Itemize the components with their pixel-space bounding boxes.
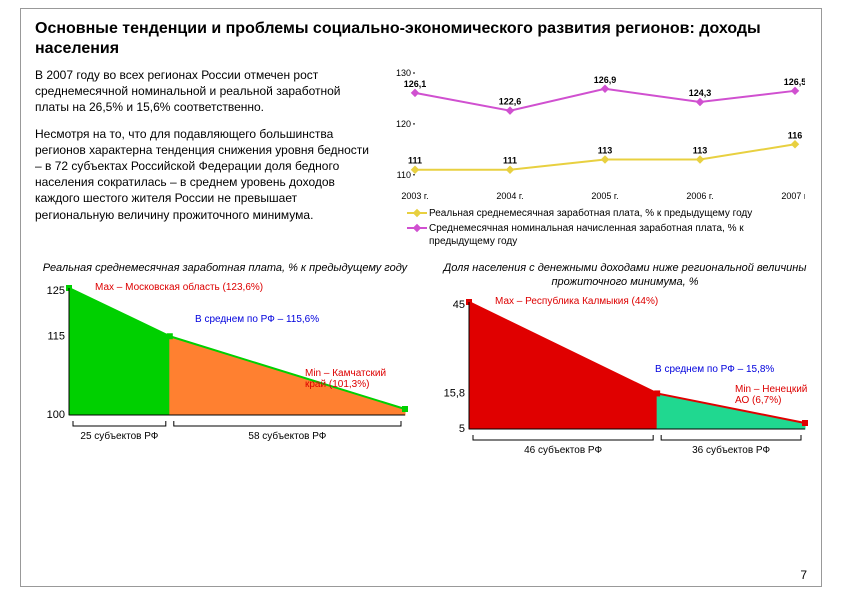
right-ann-min: Min – Ненецкий АО (6,7%) bbox=[735, 384, 815, 406]
legend-marker-2 bbox=[405, 222, 429, 234]
left-ann-max: Мах – Московская область (123,6%) bbox=[95, 282, 263, 293]
left-ann-avg: В среднем по РФ – 115,6% bbox=[195, 314, 319, 325]
svg-text:126,9: 126,9 bbox=[594, 75, 617, 85]
svg-text:130: 130 bbox=[396, 68, 411, 78]
left-area-svg: 100 115 125 25 субъектов РФ 58 субъектов РФ bbox=[35, 280, 415, 445]
svg-text:15,8: 15,8 bbox=[444, 387, 465, 399]
left-ann-min: Min – Камчатский край (101,3%) bbox=[305, 368, 405, 390]
svg-text:2004 г.: 2004 г. bbox=[496, 191, 523, 201]
svg-text:2003 г.: 2003 г. bbox=[401, 191, 428, 201]
top-line-chart: 110 120 130 2003 г. 2004 г. 2005 г. 2006 г. 200… bbox=[385, 67, 807, 250]
legend-marker-1 bbox=[405, 207, 429, 219]
svg-text:5: 5 bbox=[459, 423, 465, 435]
right-area-title: Доля населения с денежными доходами ниже… bbox=[435, 262, 815, 290]
legend-label-1: Реальная среднемесячная заработная плата… bbox=[429, 207, 752, 220]
svg-text:111: 111 bbox=[408, 156, 422, 166]
bottom-row: Реальная среднемесячная заработная плата… bbox=[35, 256, 807, 459]
svg-text:116: 116 bbox=[788, 130, 803, 140]
svg-text:113: 113 bbox=[598, 146, 613, 156]
svg-text:46 субъектов РФ: 46 субъектов РФ bbox=[524, 444, 602, 456]
svg-text:124,3: 124,3 bbox=[689, 88, 712, 98]
left-area-chart: Реальная среднемесячная заработная плата… bbox=[35, 256, 415, 459]
top-chart-legend: Реальная среднемесячная заработная плата… bbox=[385, 207, 807, 248]
slide-title: Основные тенденции и проблемы социально-… bbox=[35, 19, 807, 59]
svg-text:126,1: 126,1 bbox=[404, 79, 427, 89]
right-area-svg: 5 15,8 45 46 субъектов РФ 36 субъектов РФ bbox=[435, 294, 815, 459]
svg-text:126,5: 126,5 bbox=[784, 77, 805, 87]
svg-text:122,6: 122,6 bbox=[499, 97, 522, 107]
svg-text:125: 125 bbox=[47, 285, 65, 297]
right-ann-avg: В среднем по РФ – 15,8% bbox=[655, 364, 774, 375]
svg-text:2007 г.: 2007 г. bbox=[781, 191, 805, 201]
svg-text:58 субъектов РФ: 58 субъектов РФ bbox=[248, 430, 326, 442]
legend-label-2: Среднемесячная номинальная начисленная з… bbox=[429, 222, 807, 248]
svg-text:111: 111 bbox=[503, 156, 517, 166]
svg-text:100: 100 bbox=[47, 409, 65, 421]
legend-item-2: Среднемесячная номинальная начисленная з… bbox=[405, 222, 807, 248]
page-number: 7 bbox=[800, 568, 807, 582]
svg-text:36 субъектов РФ: 36 субъектов РФ bbox=[692, 444, 770, 456]
svg-text:115: 115 bbox=[47, 330, 65, 342]
right-ann-max: Мах – Республика Калмыкия (44%) bbox=[495, 296, 658, 307]
slide-frame: Основные тенденции и проблемы социально-… bbox=[20, 8, 822, 587]
svg-text:25 субъектов РФ: 25 субъектов РФ bbox=[80, 430, 158, 442]
svg-text:120: 120 bbox=[396, 119, 411, 129]
svg-text:2005 г.: 2005 г. bbox=[591, 191, 618, 201]
svg-text:110: 110 bbox=[397, 170, 411, 180]
left-area-title: Реальная среднемесячная заработная плата… bbox=[35, 262, 415, 276]
svg-text:113: 113 bbox=[693, 146, 708, 156]
paragraph-2: Несмотря на то, что для подавляющего бол… bbox=[35, 126, 375, 223]
paragraph-1: В 2007 году во всех регионах России отме… bbox=[35, 67, 375, 116]
svg-text:2006 г.: 2006 г. bbox=[686, 191, 713, 201]
legend-item-1: Реальная среднемесячная заработная плата… bbox=[405, 207, 807, 220]
line-chart-svg: 110 120 130 2003 г. 2004 г. 2005 г. 2006 г. 200… bbox=[385, 67, 805, 207]
top-row: В 2007 году во всех регионах России отме… bbox=[35, 67, 807, 250]
svg-text:45: 45 bbox=[453, 299, 465, 311]
right-area-chart: Доля населения с денежными доходами ниже… bbox=[435, 256, 815, 459]
text-column: В 2007 году во всех регионах России отме… bbox=[35, 67, 385, 250]
